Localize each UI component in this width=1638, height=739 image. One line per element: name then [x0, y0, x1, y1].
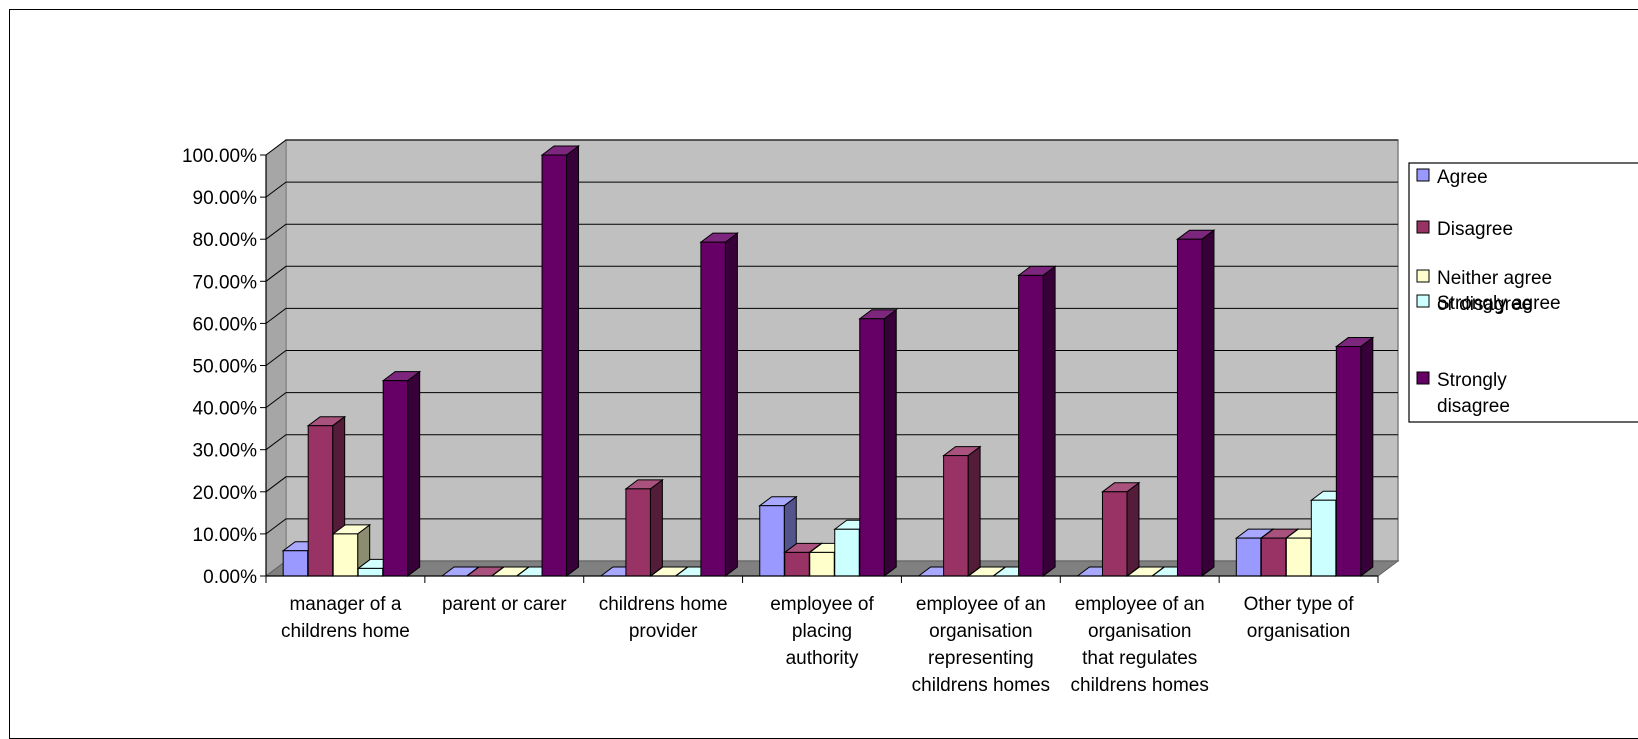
- legend-swatch: [1416, 168, 1430, 182]
- x-category-label-line: parent or carer: [442, 594, 567, 615]
- bar-side: [407, 370, 421, 577]
- bar: [1335, 346, 1362, 577]
- bar-side: [1360, 336, 1374, 577]
- bar: [784, 551, 810, 577]
- legend-label-line: Disagree: [1437, 219, 1513, 240]
- gridline: [265, 223, 1398, 240]
- y-tick-label: 90.00%: [193, 188, 258, 209]
- x-category-label: parent or carer: [442, 594, 567, 615]
- x-category-label-line: employee of an: [916, 594, 1046, 615]
- x-category-label-line: Other type of: [1244, 594, 1355, 615]
- legend-label-line: disagree: [1437, 396, 1510, 417]
- y-tick-label: 80.00%: [193, 230, 258, 251]
- bar-side: [967, 445, 981, 577]
- legend-label-line: Agree: [1437, 167, 1488, 188]
- x-category-label-line: provider: [629, 621, 698, 642]
- bar: [625, 488, 651, 577]
- legend-label-line: Strongly: [1437, 370, 1507, 391]
- bar: [1285, 537, 1312, 577]
- gridline: [265, 265, 1398, 282]
- bar-side: [566, 145, 580, 577]
- bar: [382, 380, 409, 577]
- bar: [1310, 499, 1337, 577]
- bar-side: [649, 478, 663, 577]
- bar: [282, 550, 309, 577]
- x-category-label: employee of an organisation representing ch…: [912, 594, 1050, 696]
- bar: [307, 425, 334, 577]
- x-category-label-line: employee of an: [1075, 594, 1205, 615]
- bar: [809, 551, 835, 577]
- x-category-label: employee of an organisation that regulates…: [1071, 594, 1209, 696]
- bar: [1101, 491, 1128, 577]
- legend-swatch: [1416, 371, 1430, 385]
- legend-label-line: Neither agree: [1437, 268, 1552, 289]
- x-category-label-line: placing: [792, 621, 852, 642]
- x-category-label-line: childrens homes: [1071, 675, 1209, 696]
- x-category-label-line: authority: [786, 648, 859, 669]
- legend-swatch: [1416, 220, 1430, 234]
- bar: [759, 505, 785, 577]
- legend-label: Disagree: [1437, 219, 1513, 240]
- y-tick-label: 30.00%: [193, 441, 258, 462]
- legend-label: Strongly agree: [1437, 293, 1561, 314]
- y-tick-label: 100.00%: [182, 146, 257, 167]
- bar: [332, 533, 359, 577]
- bar: [1235, 537, 1262, 577]
- y-tick-label: 60.00%: [193, 314, 258, 335]
- legend-label: Neither agree or disagree: [1437, 268, 1552, 315]
- x-category-label-line: representing: [928, 648, 1034, 669]
- x-category-label: Other type of organisation: [1244, 594, 1355, 642]
- legend-swatch: [1416, 269, 1430, 283]
- bar-side: [883, 308, 897, 577]
- x-category-label-line: childrens home: [281, 621, 410, 642]
- legend-label: Agree: [1437, 167, 1488, 188]
- x-axis: manager of a childrens home parent or care…: [265, 575, 1379, 696]
- x-category-label-line: childrens homes: [912, 675, 1050, 696]
- legend-label: Strongly disagree: [1437, 370, 1510, 417]
- x-category-label: manager of a childrens home: [281, 594, 410, 642]
- legend-box: [1408, 162, 1638, 423]
- x-category-label: employee of placing authority: [770, 594, 874, 669]
- bar-side: [724, 232, 738, 577]
- x-category-label-line: manager of a: [289, 594, 401, 615]
- bar-side: [1201, 229, 1215, 577]
- x-category-label-line: organisation: [1247, 621, 1351, 642]
- x-category-label-line: employee of: [770, 594, 874, 615]
- bar: [541, 154, 568, 577]
- y-tick-label: 50.00%: [193, 357, 258, 378]
- plot-walls: [264, 139, 1400, 577]
- x-category-label-line: organisation: [929, 621, 1033, 642]
- y-axis: 0.00% 10.00% 20.00% 30.00% 40.00% 50.00% 60.00…: [182, 146, 267, 588]
- bar-side: [1126, 481, 1140, 577]
- x-category-label-line: childrens home: [599, 594, 728, 615]
- bar: [1018, 274, 1044, 577]
- legend-swatch: [1416, 294, 1430, 308]
- legend-label-line: or disagree: [1437, 294, 1532, 315]
- bar: [1260, 537, 1287, 577]
- bar: [943, 455, 969, 577]
- gridline: [265, 139, 1398, 156]
- bar-side: [1042, 265, 1056, 577]
- bar: [1176, 238, 1203, 577]
- x-category-label: childrens home provider: [599, 594, 728, 642]
- y-tick-label: 10.00%: [193, 525, 258, 546]
- x-category-label-line: that regulates: [1082, 648, 1197, 669]
- bar: [859, 318, 885, 577]
- bar: [700, 241, 726, 577]
- x-category-label-line: organisation: [1088, 621, 1192, 642]
- y-tick-label: 0.00%: [203, 567, 257, 588]
- legend-label-line: Strongly agree: [1437, 293, 1561, 314]
- bar: [357, 567, 384, 577]
- y-tick-label: 40.00%: [193, 399, 258, 420]
- bars: [281, 145, 1375, 577]
- gridline: [265, 181, 1398, 198]
- bar: [834, 528, 860, 577]
- y-tick-label: 70.00%: [193, 272, 258, 293]
- y-tick-label: 20.00%: [193, 483, 258, 504]
